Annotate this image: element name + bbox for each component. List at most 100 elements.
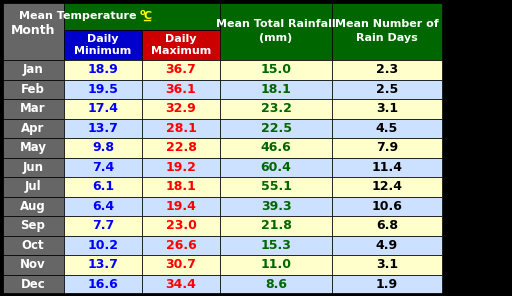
Text: 6.1: 6.1 [92,180,114,193]
Bar [142,157,220,177]
Bar [64,2,220,30]
Bar [64,80,142,99]
Text: Daily
Minimum: Daily Minimum [74,34,132,56]
Text: Sep: Sep [20,219,46,232]
Bar [64,157,142,177]
Text: 9.8: 9.8 [92,141,114,154]
Bar [220,138,332,157]
Text: 7.7: 7.7 [92,219,114,232]
Bar [64,99,142,118]
Text: 6.8: 6.8 [376,219,398,232]
Text: 18.1: 18.1 [261,83,291,96]
Text: 2.5: 2.5 [376,83,398,96]
Text: 2.3: 2.3 [376,63,398,76]
Bar [220,99,332,118]
Bar [332,216,442,236]
Text: May: May [19,141,47,154]
Bar [220,177,332,197]
Bar [220,2,332,60]
Bar [332,177,442,197]
Bar [142,255,220,274]
Bar [64,216,142,236]
Text: 16.6: 16.6 [88,278,118,291]
Bar [2,197,64,216]
Text: 34.4: 34.4 [165,278,197,291]
Text: 46.6: 46.6 [261,141,291,154]
Bar [142,216,220,236]
Text: 18.1: 18.1 [165,180,197,193]
Text: 12.4: 12.4 [372,180,402,193]
Bar [2,236,64,255]
Text: 6.4: 6.4 [92,200,114,213]
Text: 36.7: 36.7 [165,63,197,76]
Text: Aug: Aug [20,200,46,213]
Bar [220,157,332,177]
Bar [142,138,220,157]
Text: 21.8: 21.8 [261,219,291,232]
Bar [2,177,64,197]
Text: 15.3: 15.3 [261,239,291,252]
Bar [142,30,220,60]
Bar [332,255,442,274]
Bar [142,177,220,197]
Bar [64,177,142,197]
Text: Mean Number of
Rain Days: Mean Number of Rain Days [335,20,439,43]
Text: 30.7: 30.7 [165,258,197,271]
Bar [2,274,64,294]
Text: 1.9: 1.9 [376,278,398,291]
Bar [332,99,442,118]
Text: Jul: Jul [25,180,41,193]
Text: 22.5: 22.5 [261,122,291,135]
Bar [2,138,64,157]
Text: 18.9: 18.9 [88,63,118,76]
Bar [2,80,64,99]
Text: Nov: Nov [20,258,46,271]
Bar [2,60,64,80]
Bar [142,80,220,99]
Text: 19.5: 19.5 [88,83,118,96]
Bar [332,118,442,138]
Text: 4.9: 4.9 [376,239,398,252]
Text: 28.1: 28.1 [165,122,197,135]
Text: 26.6: 26.6 [165,239,197,252]
Text: 23.2: 23.2 [261,102,291,115]
Bar [220,216,332,236]
Bar [220,255,332,274]
Bar [142,197,220,216]
Bar [220,197,332,216]
Text: o: o [140,8,146,17]
Text: 10.2: 10.2 [88,239,118,252]
Bar [142,118,220,138]
Text: Oct: Oct [22,239,45,252]
Bar [2,2,64,60]
Bar [332,274,442,294]
Text: Daily
Maximum: Daily Maximum [151,34,211,56]
Bar [2,216,64,236]
Text: 55.1: 55.1 [261,180,291,193]
Bar [64,274,142,294]
Text: C: C [143,11,152,21]
Bar [220,274,332,294]
Text: 17.4: 17.4 [88,102,118,115]
Text: Jan: Jan [23,63,44,76]
Text: 13.7: 13.7 [88,122,118,135]
Text: Dec: Dec [20,278,46,291]
Bar [142,274,220,294]
Bar [64,118,142,138]
Text: Feb: Feb [21,83,45,96]
Text: 8.6: 8.6 [265,278,287,291]
Bar [64,60,142,80]
Bar [332,60,442,80]
Text: 7.4: 7.4 [92,161,114,174]
Bar [220,236,332,255]
Text: 11.0: 11.0 [261,258,291,271]
Text: Apr: Apr [22,122,45,135]
Text: 7.9: 7.9 [376,141,398,154]
Bar [2,118,64,138]
Text: 60.4: 60.4 [261,161,291,174]
Bar [64,236,142,255]
Bar [64,138,142,157]
Bar [332,2,442,60]
Bar [220,80,332,99]
Text: Month: Month [11,25,55,38]
